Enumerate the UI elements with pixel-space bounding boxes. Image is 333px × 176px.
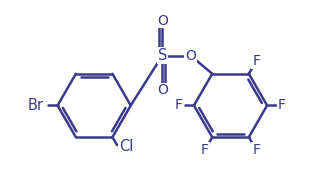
Text: O: O bbox=[185, 49, 196, 63]
Text: O: O bbox=[157, 83, 168, 98]
Text: O: O bbox=[157, 14, 168, 28]
Text: F: F bbox=[252, 54, 260, 68]
Text: Cl: Cl bbox=[119, 139, 133, 154]
Text: S: S bbox=[158, 48, 167, 63]
Text: F: F bbox=[201, 143, 209, 157]
Text: F: F bbox=[252, 143, 260, 157]
Text: Br: Br bbox=[28, 98, 44, 113]
Text: F: F bbox=[175, 98, 183, 112]
Text: F: F bbox=[278, 98, 286, 112]
